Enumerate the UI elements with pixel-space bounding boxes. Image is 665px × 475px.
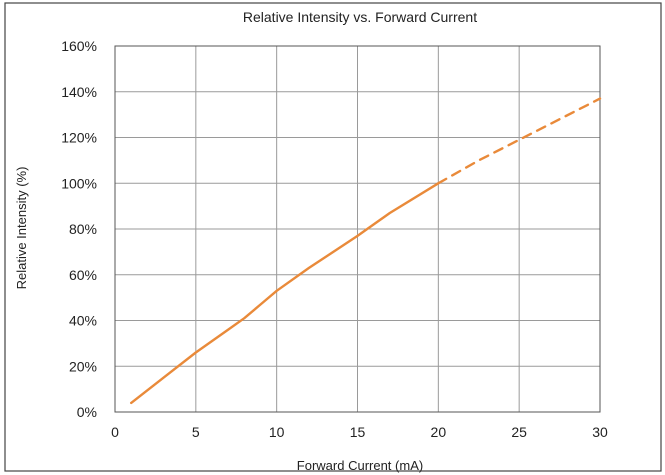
grid — [114, 45, 601, 413]
x-tick-label: 15 — [350, 424, 366, 440]
y-tick-label: 120% — [61, 130, 97, 146]
plot-frame — [114, 45, 601, 413]
y-tick-label: 60% — [69, 267, 97, 283]
x-tick-labels: 0 5 10 15 20 25 30 — [111, 424, 608, 440]
series-line-solid — [129, 182, 440, 405]
y-tick-labels: 0% 20% 40% 60% 80% 100% 120% 140% 160% — [61, 38, 97, 420]
x-tick-label: 30 — [592, 424, 608, 440]
y-tick-label: 0% — [77, 404, 97, 420]
x-tick-label: 10 — [269, 424, 285, 440]
y-tick-label: 140% — [61, 84, 97, 100]
y-tick-label: 160% — [61, 38, 97, 54]
x-tick-label: 20 — [431, 424, 447, 440]
y-tick-label: 100% — [61, 175, 97, 191]
series-line-dashed — [437, 97, 602, 185]
chart-title: Relative Intensity vs. Forward Current — [243, 9, 477, 25]
chart-border — [4, 2, 662, 472]
y-tick-label: 20% — [69, 358, 97, 374]
y-axis-label: Relative Intensity (%) — [14, 167, 29, 290]
x-axis-label: Forward Current (mA) — [297, 458, 423, 473]
x-tick-label: 0 — [111, 424, 119, 440]
x-tick-label: 25 — [511, 424, 527, 440]
series-lines — [129, 97, 602, 405]
x-tick-label: 5 — [192, 424, 200, 440]
y-tick-label: 80% — [69, 221, 97, 237]
y-tick-label: 40% — [69, 313, 97, 329]
